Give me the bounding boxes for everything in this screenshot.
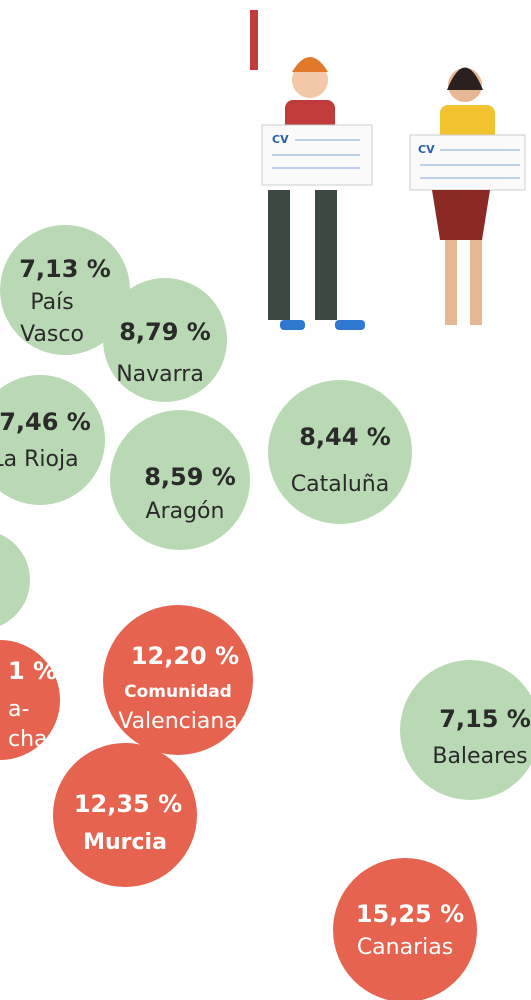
shoe — [335, 320, 365, 330]
region: La Rioja — [0, 447, 79, 472]
region: Valenciana — [118, 709, 238, 734]
bubbles: 7,13 % País Vasco 8,79 % Navarra 7,46 % La Rio… — [0, 225, 531, 1000]
rate: 7,13 % — [19, 255, 111, 283]
leg — [470, 240, 482, 325]
rate: 1 % — [8, 657, 57, 685]
rate: 8,44 % — [299, 423, 391, 451]
rate: 8,79 % — [119, 318, 211, 346]
leg — [445, 240, 457, 325]
bubble — [400, 660, 531, 800]
bubble — [0, 640, 60, 760]
rate: 8,59 % — [144, 463, 236, 491]
rate: 12,20 % — [131, 642, 239, 670]
skirt — [432, 190, 490, 240]
bubble — [53, 743, 197, 887]
hair — [292, 57, 328, 72]
bubble — [110, 410, 250, 550]
leg — [315, 190, 337, 320]
rate: 12,35 % — [74, 790, 182, 818]
region: Vasco — [20, 322, 84, 347]
bubble — [333, 858, 477, 1000]
bubble — [268, 380, 412, 524]
region: País — [30, 290, 73, 315]
region: Aragón — [146, 499, 225, 524]
bubble — [103, 605, 253, 755]
region: Cataluña — [291, 472, 389, 497]
region: Navarra — [116, 362, 204, 387]
region: cha — [8, 727, 48, 752]
bubble — [0, 225, 130, 355]
bubble-cropped — [0, 534, 30, 626]
cv-text: CV — [272, 133, 289, 146]
cv-text: CV — [418, 143, 435, 156]
region: Canarias — [357, 935, 453, 960]
cv-card — [409, 134, 526, 191]
rate: 7,15 % — [439, 705, 531, 733]
illustration: CV CV — [250, 10, 526, 330]
region: Comunidad — [124, 682, 232, 702]
region: Murcia — [83, 830, 167, 855]
shoe — [280, 320, 305, 330]
rate: 7,46 % — [0, 408, 91, 436]
rate: 15,25 % — [356, 900, 464, 928]
region: a- — [8, 697, 29, 722]
bubble — [103, 278, 227, 402]
region: Baleares — [432, 744, 527, 769]
leg — [268, 190, 290, 320]
arm — [250, 10, 258, 70]
bubble — [0, 375, 105, 505]
hair — [447, 67, 483, 90]
